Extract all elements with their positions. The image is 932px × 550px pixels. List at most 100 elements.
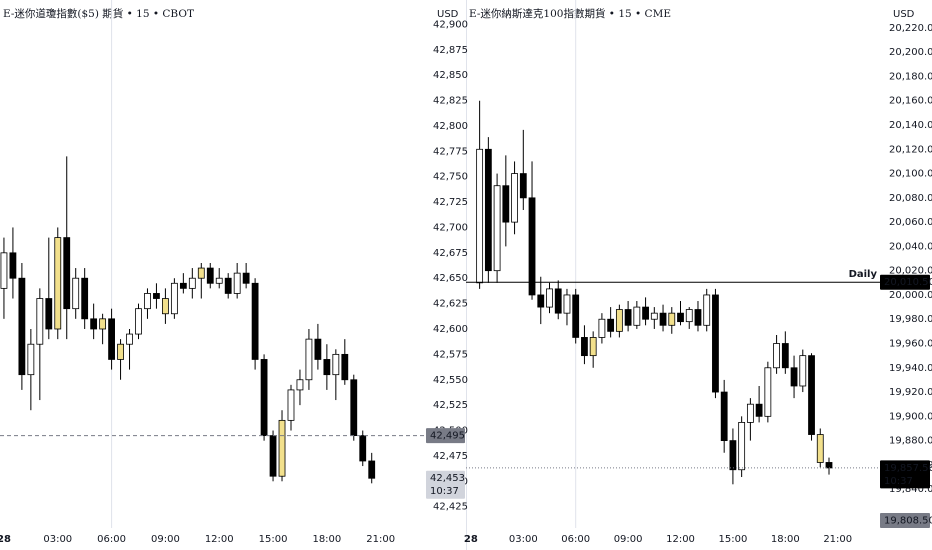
y-tick-label: 19,840.00 xyxy=(889,484,932,495)
y-tick-label: 42,725 xyxy=(433,197,468,208)
candle-body xyxy=(99,318,107,330)
y-tick-label: 19,940.00 xyxy=(889,363,932,374)
y-tick-label: 20,140.00 xyxy=(889,120,932,131)
candle-body xyxy=(598,318,606,338)
y-tick-label: 20,200.00 xyxy=(889,47,932,58)
y-tick-label: 42,825 xyxy=(433,96,468,107)
candle-body xyxy=(179,282,187,289)
y-tick-label: 19,960.00 xyxy=(889,339,932,350)
candle-body xyxy=(90,318,98,330)
y-tick-label: 19,980.00 xyxy=(889,314,932,325)
candle-body xyxy=(36,298,44,345)
x-tick-label: 06:00 xyxy=(97,534,126,545)
candle-body xyxy=(117,343,124,360)
candle-body xyxy=(659,312,667,326)
y-tick-label: 42,600 xyxy=(433,324,468,335)
candle-body xyxy=(484,148,492,272)
candle-body xyxy=(188,277,196,289)
price-box-label: 20,010.50 xyxy=(884,277,932,288)
candle-body xyxy=(476,148,484,284)
y-tick-label: 20,020.00 xyxy=(889,266,932,277)
price-box-label: 19,857.50 xyxy=(884,463,932,474)
countdown-label: 10:37 xyxy=(430,486,459,497)
candle-body xyxy=(581,337,588,357)
candle-body xyxy=(54,237,62,330)
candle-body xyxy=(589,337,597,357)
chart-title: E-迷你納斯達克100指數期貨 • 15 • CME xyxy=(469,7,671,20)
y-tick-label: 20,120.00 xyxy=(889,144,932,155)
candle-body xyxy=(287,389,295,421)
x-tick-label: 21:00 xyxy=(366,534,395,545)
candle-body xyxy=(27,343,35,376)
y-tick-label: 20,040.00 xyxy=(889,241,932,252)
x-tick-label: 18:00 xyxy=(771,534,800,545)
y-tick-label: 42,750 xyxy=(433,172,468,183)
candle-body xyxy=(633,306,641,326)
candle-body xyxy=(269,435,277,477)
candle-body xyxy=(278,419,286,477)
y-tick-label: 19,900.00 xyxy=(889,411,932,422)
y-tick-label: 42,800 xyxy=(433,121,468,132)
candle-body xyxy=(738,421,746,471)
candle-body xyxy=(314,338,322,360)
x-tick-label: 28 xyxy=(464,534,478,545)
y-tick-label: 20,000.00 xyxy=(889,290,932,301)
candle-body xyxy=(144,293,151,310)
candle-body xyxy=(296,379,304,391)
candle-body xyxy=(808,355,815,435)
candle-body xyxy=(45,298,53,330)
y-tick-label: 20,180.00 xyxy=(889,71,932,82)
y-tick-label: 20,100.00 xyxy=(889,169,932,180)
price-box-label: 19,808.50 xyxy=(884,516,932,527)
y-tick-label: 42,525 xyxy=(433,400,468,411)
candle-body xyxy=(493,185,501,272)
candle-body xyxy=(0,252,8,289)
y-tick-label: 42,550 xyxy=(433,375,468,386)
candle-body xyxy=(773,343,780,369)
price-box xyxy=(880,460,930,489)
currency-label: USD xyxy=(893,9,915,20)
candle-body xyxy=(519,173,527,199)
y-tick-label: 42,475 xyxy=(433,451,468,462)
candle-body xyxy=(650,312,658,320)
price-box xyxy=(880,274,930,290)
candle-body xyxy=(215,277,223,284)
y-tick-label: 42,425 xyxy=(433,502,468,513)
candle-body xyxy=(563,294,571,314)
candle-body xyxy=(350,379,358,436)
candle-body xyxy=(694,309,702,326)
y-tick-label: 42,625 xyxy=(433,299,468,310)
candle-body xyxy=(677,312,684,323)
chart-title: E-迷你道瓊指數($5) 期貨 • 15 • CBOT xyxy=(3,7,194,20)
y-tick-label: 20,220.00 xyxy=(889,23,932,34)
y-tick-label: 20,080.00 xyxy=(889,193,932,204)
candle-body xyxy=(511,173,518,223)
x-tick-label: 28 xyxy=(0,534,11,545)
candle-body xyxy=(242,272,250,284)
x-tick-label: 03:00 xyxy=(509,534,538,545)
candle-body xyxy=(72,277,80,310)
candle-body xyxy=(332,353,340,376)
candle-body xyxy=(63,237,71,310)
candle-body xyxy=(81,277,89,320)
y-tick-label: 20,160.00 xyxy=(889,96,932,107)
x-tick-label: 12:00 xyxy=(205,534,234,545)
candle-body xyxy=(755,403,763,417)
x-tick-label: 15:00 xyxy=(719,534,748,545)
candle-body xyxy=(359,435,367,462)
candle-body xyxy=(720,391,728,442)
candle-body xyxy=(135,308,142,335)
countdown-label: 10:37 xyxy=(884,476,913,487)
candle-body xyxy=(233,272,241,294)
candle-body xyxy=(9,252,17,279)
candle-body xyxy=(368,460,376,479)
candle-body xyxy=(260,359,268,437)
y-tick-label: 20,060.00 xyxy=(889,217,932,228)
candle-body xyxy=(162,298,169,315)
candle-body xyxy=(729,440,737,471)
y-tick-label: 42,900 xyxy=(433,19,468,30)
price-box-label: 42,453 xyxy=(430,473,465,484)
candle-body xyxy=(126,333,133,345)
candle-body xyxy=(251,282,259,360)
